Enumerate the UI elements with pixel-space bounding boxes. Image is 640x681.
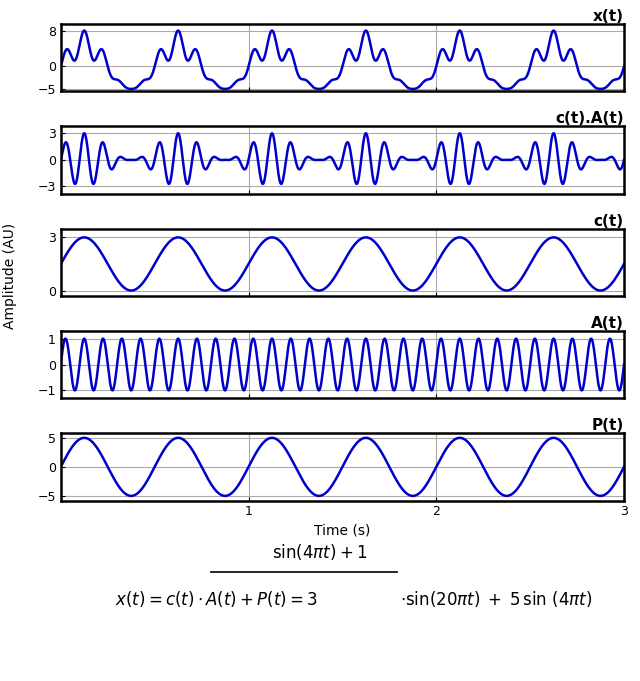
Text: P(t): P(t)	[592, 418, 624, 433]
X-axis label: Time (s): Time (s)	[314, 524, 371, 538]
Text: $\cdot \sin(20\pi t)\;+\;5\,\sin\,(4\pi t)$: $\cdot \sin(20\pi t)\;+\;5\,\sin\,(4\pi …	[400, 589, 593, 609]
Text: c(t).A(t): c(t).A(t)	[556, 111, 624, 126]
Text: x(t): x(t)	[593, 9, 624, 24]
Text: $\sin(4\pi t) + 1$: $\sin(4\pi t) + 1$	[272, 542, 368, 562]
Text: c(t): c(t)	[594, 214, 624, 229]
Text: A(t): A(t)	[591, 316, 624, 331]
Text: Amplitude (AU): Amplitude (AU)	[3, 223, 17, 329]
Text: $x(t) = c(t) \cdot A(t) + P(t) = 3$: $x(t) = c(t) \cdot A(t) + P(t) = 3$	[115, 589, 318, 609]
